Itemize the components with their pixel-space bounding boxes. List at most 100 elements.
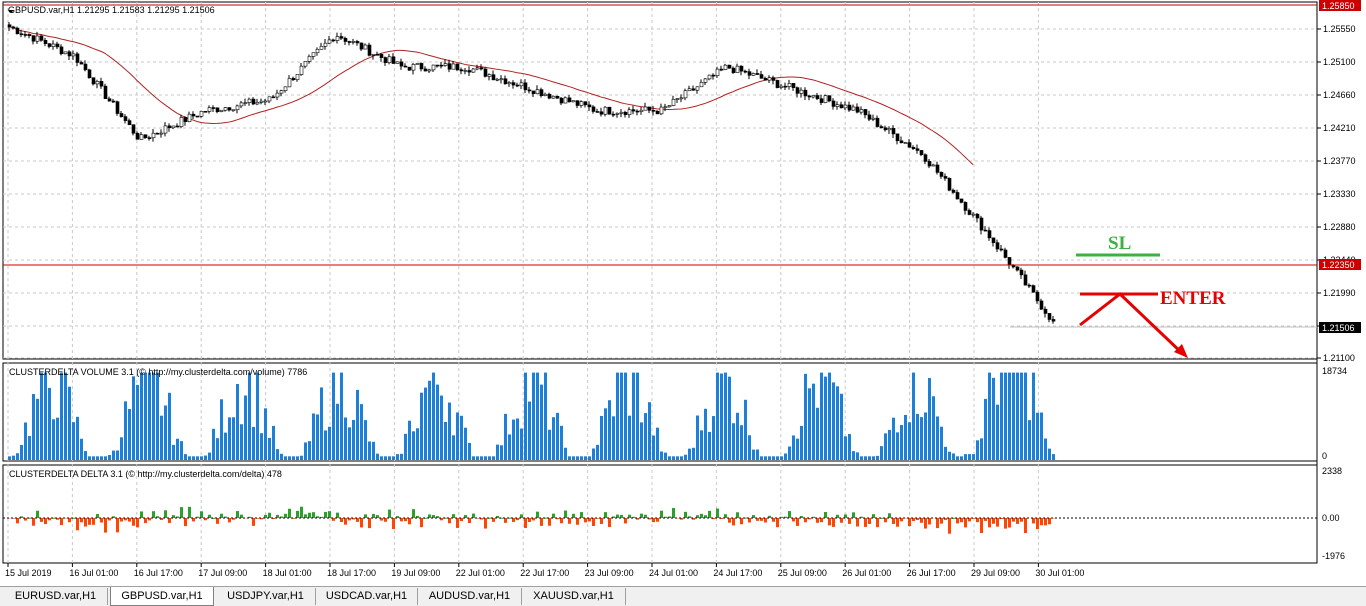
volume-bar xyxy=(976,440,979,460)
volume-bar xyxy=(56,417,59,460)
volume-bar xyxy=(436,384,439,460)
volume-bar xyxy=(104,456,107,460)
delta-bar xyxy=(400,518,403,522)
volume-bar xyxy=(8,456,11,460)
tab-audusd[interactable]: AUDUSD.var,H1 xyxy=(418,588,522,605)
candle-body xyxy=(899,140,904,144)
volume-bar xyxy=(100,456,103,460)
symbol-tab-bar: EURUSD.var,H1 GBPUSD.var,H1 USDJPY.var,H… xyxy=(0,586,1366,606)
volume-bar xyxy=(180,441,183,460)
volume-bar xyxy=(604,408,607,460)
chart-menu-triangle-icon[interactable] xyxy=(8,10,14,13)
volume-panel-title: CLUSTERDELTA VOLUME 3.1 (© http://my.clu… xyxy=(9,367,307,377)
delta-bar xyxy=(496,515,499,518)
candle-body xyxy=(707,74,712,80)
candle-body xyxy=(391,56,396,64)
tab-xauusd[interactable]: XAUUSD.var,H1 xyxy=(522,588,626,605)
tab-gbpusd[interactable]: GBPUSD.var,H1 xyxy=(110,587,214,606)
enter-arrow[interactable] xyxy=(1079,292,1185,356)
delta-bar xyxy=(436,516,439,518)
delta-bar xyxy=(140,511,143,518)
delta-bar xyxy=(568,518,571,524)
delta-bar xyxy=(492,518,495,522)
candle-body xyxy=(67,51,72,57)
volume-bar xyxy=(88,456,91,460)
delta-bar xyxy=(964,518,967,528)
volume-bar xyxy=(400,453,403,460)
delta-bar xyxy=(432,515,435,518)
tab-usdjpy[interactable]: USDJPY.var,H1 xyxy=(216,588,316,605)
delta-bar xyxy=(820,518,823,523)
candle-body xyxy=(675,98,680,100)
volume-bar xyxy=(540,384,543,460)
volume-bar xyxy=(624,372,627,460)
delta-bar xyxy=(448,518,451,524)
current-price-label: 1.21506 xyxy=(1322,323,1355,333)
candle-body xyxy=(791,83,796,88)
delta-bar xyxy=(452,514,455,518)
delta-bar xyxy=(368,518,371,529)
volume-bar xyxy=(952,453,955,460)
volume-bar xyxy=(640,422,643,460)
delta-bar xyxy=(828,518,831,526)
volume-bar xyxy=(496,444,499,460)
candle-body xyxy=(323,42,328,47)
time-tick-label: 25 Jul 09:00 xyxy=(778,568,827,578)
volume-bar xyxy=(156,372,159,460)
delta-bar xyxy=(732,518,735,526)
tab-usdcad[interactable]: USDCAD.var,H1 xyxy=(316,588,418,605)
candle-body xyxy=(859,109,864,113)
candle-body xyxy=(351,41,356,43)
volume-bar xyxy=(680,456,683,460)
candle-body xyxy=(591,106,596,112)
volume-bar xyxy=(80,438,83,460)
candle-body xyxy=(147,137,152,139)
delta-bar xyxy=(1020,518,1023,522)
candle-body xyxy=(1051,319,1056,322)
candle-body xyxy=(379,54,384,58)
delta-bar xyxy=(752,515,755,518)
tab-eurusd[interactable]: EURUSD.var,H1 xyxy=(4,588,108,605)
candle-body xyxy=(755,73,760,75)
chart-canvas[interactable]: GBPUSD.var,H1 1.21295 1.21583 1.21295 1.… xyxy=(0,0,1366,586)
volume-bar xyxy=(768,456,771,460)
delta-bar xyxy=(756,518,759,521)
candle-body xyxy=(1035,291,1040,302)
candle-body xyxy=(871,117,876,120)
candle-body xyxy=(411,64,416,71)
time-axis[interactable]: 15 Jul 2019 16 Jul 01:00 16 Jul 17:00 17 Ju… xyxy=(5,563,1084,578)
volume-bar xyxy=(800,425,803,460)
candle-body xyxy=(747,71,752,76)
delta-bar xyxy=(664,516,667,518)
candle-body xyxy=(599,111,604,115)
volume-bar xyxy=(620,372,623,460)
candle-body xyxy=(891,128,896,135)
delta-bar xyxy=(116,518,119,533)
delta-bar xyxy=(696,515,699,518)
candle-body xyxy=(847,104,852,111)
delta-bar xyxy=(704,515,707,518)
candle-body xyxy=(107,98,112,102)
candle-body xyxy=(235,105,240,111)
candle-body xyxy=(459,69,464,72)
volume-bar xyxy=(932,396,935,460)
candle-body xyxy=(571,100,576,103)
volume-bar xyxy=(980,438,983,460)
candle-body xyxy=(839,104,844,109)
time-tick-label: 22 Jul 17:00 xyxy=(520,568,569,578)
delta-bar xyxy=(252,518,255,526)
volume-bar xyxy=(884,433,887,460)
delta-bar xyxy=(940,518,943,524)
delta-bar xyxy=(552,513,555,518)
delta-bar xyxy=(744,517,747,519)
delta-bar xyxy=(988,518,991,528)
volume-bar xyxy=(152,372,155,460)
time-tick-label: 26 Jul 01:00 xyxy=(842,568,891,578)
delta-bar xyxy=(792,518,795,522)
volume-bar xyxy=(608,400,611,460)
candle-body xyxy=(195,115,200,118)
candle-body xyxy=(1043,308,1048,314)
volume-bar xyxy=(788,446,791,460)
candle-body xyxy=(339,36,344,39)
price-scale[interactable]: 1.25550 1.25100 1.24660 1.24210 1.23770 1.233… xyxy=(1317,24,1356,363)
